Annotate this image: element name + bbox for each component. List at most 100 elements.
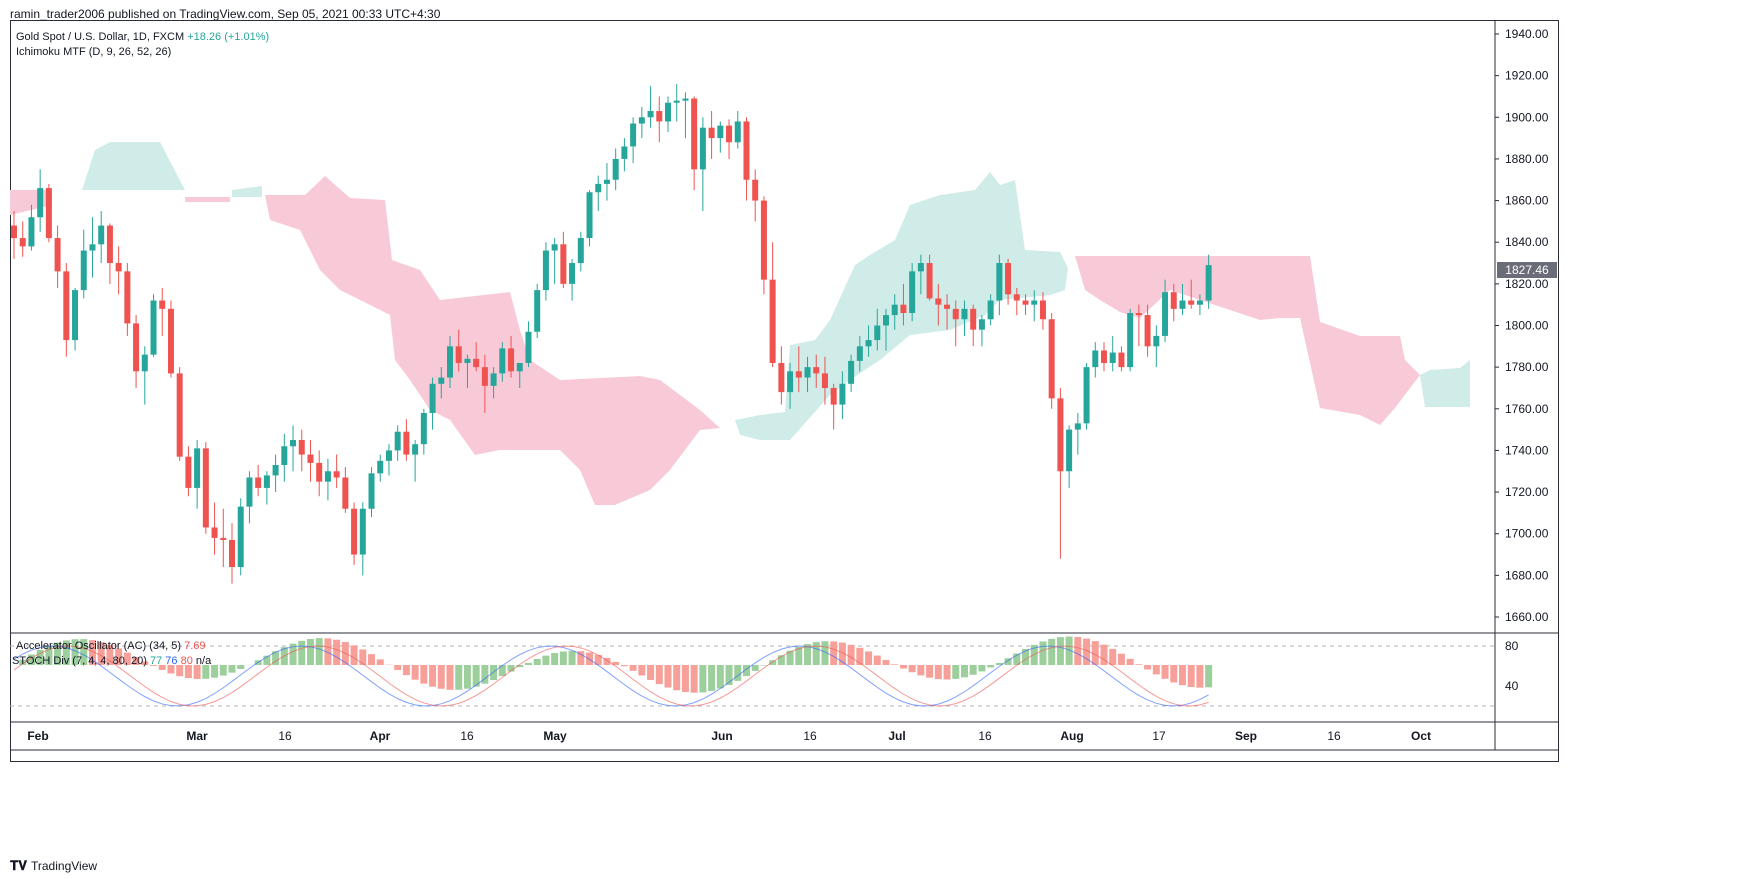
candle-up [141, 354, 148, 372]
ac-bar [647, 665, 655, 680]
y-tick-label: 1720.00 [1505, 485, 1549, 499]
candle-down [656, 111, 663, 122]
ac-bar [71, 639, 79, 665]
candle-up [1162, 292, 1169, 336]
candle-up [1196, 300, 1203, 305]
candle-down [760, 200, 767, 280]
candle-down [795, 371, 802, 378]
ac-bar [167, 665, 175, 674]
candle-up [682, 98, 689, 101]
candle-down [124, 271, 131, 324]
ac-bar [27, 654, 35, 665]
x-tick-label: Sep [1235, 729, 1257, 743]
kumo-bear [1075, 256, 1420, 425]
stoch-value-2: 76 [165, 655, 178, 667]
stoch-label: STOCH Div (7, 4, 4, 80, 20) [12, 655, 147, 667]
ac-bar [847, 644, 855, 665]
ac-bar [141, 661, 149, 665]
ac-bar [620, 665, 628, 667]
candle-up [595, 183, 602, 193]
ac-bar [402, 665, 410, 676]
candle-down [769, 279, 776, 363]
ac-bar [498, 665, 506, 676]
ac-bar [263, 655, 271, 665]
candle-up [385, 450, 392, 461]
ac-bar [1152, 665, 1160, 675]
ac-bar [481, 665, 489, 684]
candle-up [917, 263, 924, 272]
candle-down [106, 225, 113, 264]
candle-up [1205, 265, 1212, 301]
ac-bar [699, 665, 707, 693]
y-tick-label: 1740.00 [1505, 443, 1549, 457]
x-tick-label: Jun [711, 729, 732, 743]
candle-up [1083, 367, 1090, 424]
ac-bar [1074, 637, 1082, 665]
ac-bar [19, 659, 27, 665]
candle-down [1170, 292, 1177, 309]
ac-bar [1022, 648, 1030, 665]
x-tick-label: Apr [370, 729, 391, 743]
candle-down [185, 456, 192, 488]
candle-down [176, 373, 183, 457]
candle-up [464, 358, 471, 363]
ac-bar [804, 644, 812, 665]
ac-bar [629, 665, 637, 671]
ac-bar [978, 665, 986, 672]
ac-bar [507, 665, 515, 672]
ac-bar [1048, 638, 1056, 665]
candle-up [1153, 335, 1160, 347]
ac-bar [960, 665, 968, 678]
candle-down [133, 323, 140, 372]
ac-bar [472, 665, 480, 687]
candle-up [237, 506, 244, 568]
ac-bar [1100, 644, 1108, 665]
ac-bar [516, 665, 524, 668]
indicator-legend: Ichimoku MTF (D, 9, 26, 52, 26) [16, 46, 172, 58]
y-tick-label: 1860.00 [1505, 194, 1549, 208]
osc-tick-label: 80 [1505, 639, 1519, 653]
x-tick-label: 16 [803, 729, 817, 743]
ac-bar [150, 665, 158, 666]
x-tick-label: Oct [1411, 729, 1431, 743]
candle-down [342, 477, 349, 509]
candle-up [377, 460, 384, 474]
y-tick-label: 1700.00 [1505, 527, 1549, 541]
ac-bar [830, 641, 838, 665]
candle-up [787, 371, 794, 393]
ac-bar [690, 665, 698, 693]
ac-bar [673, 665, 681, 691]
change-value: +18.26 (+1.01%) [187, 31, 270, 43]
candle-down [211, 527, 218, 538]
ac-bar [62, 640, 70, 665]
x-tick-label: 16 [978, 729, 992, 743]
ac-bar [708, 665, 716, 691]
candle-up [551, 244, 558, 251]
candle-down [1101, 350, 1107, 363]
candle-up [150, 300, 157, 355]
candle-up [1179, 300, 1186, 309]
candle-down [316, 462, 323, 482]
x-tick-label: 16 [460, 729, 474, 743]
ac-bar [237, 665, 245, 669]
ac-bar [333, 639, 341, 665]
candle-down [19, 238, 26, 247]
ac-bar [1030, 644, 1038, 665]
candle-up [665, 102, 671, 122]
y-tick-label: 1820.00 [1505, 277, 1549, 291]
candle-down [159, 300, 166, 309]
candle-up [1074, 423, 1081, 430]
ac-bar [132, 657, 140, 665]
candle-down [1048, 319, 1055, 399]
y-tick-label: 1680.00 [1505, 568, 1549, 582]
ac-bar [446, 665, 454, 690]
candle-up [499, 348, 506, 374]
ac-bar [821, 641, 829, 665]
candle-down [508, 348, 515, 372]
ac-bar [838, 642, 846, 665]
candle-up [1092, 350, 1099, 368]
candle-up [1127, 313, 1134, 368]
y-tick-label: 1940.00 [1505, 27, 1549, 41]
candle-down [778, 362, 785, 393]
